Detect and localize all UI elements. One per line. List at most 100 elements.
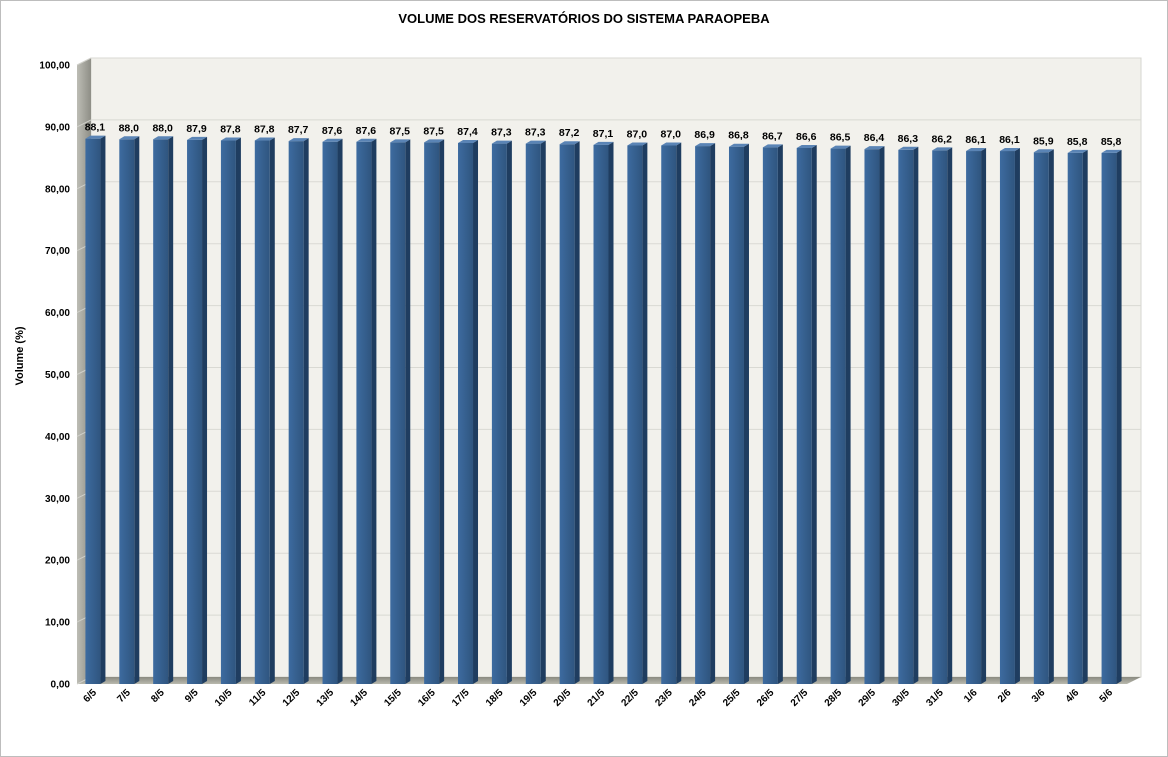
bar-front xyxy=(695,146,711,685)
x-tick-label: 13/5 xyxy=(315,687,337,709)
bar xyxy=(796,144,817,685)
bar-top xyxy=(322,138,343,142)
y-tick-label: 60,00 xyxy=(45,308,70,319)
y-tick-label: 20,00 xyxy=(45,556,70,567)
bar-data-label: 85,8 xyxy=(1101,136,1122,148)
bar-front xyxy=(830,148,846,684)
data-labels: 88,1 88,0 88,0 87,9 87,8 87,8 87,7 87,6 87,6 87,5… xyxy=(85,122,1122,148)
y-tick-label: 0,00 xyxy=(51,680,71,691)
bar-front xyxy=(322,141,338,685)
bar-front xyxy=(1101,152,1117,684)
bar-data-label: 87,6 xyxy=(322,125,343,137)
bar-data-label: 87,8 xyxy=(254,124,275,136)
x-tick-label: 18/5 xyxy=(484,687,506,709)
bar-side xyxy=(1014,148,1020,684)
bar-top xyxy=(999,148,1020,152)
bar-side xyxy=(405,139,411,684)
bar-front xyxy=(356,141,372,685)
bar-front xyxy=(119,139,135,684)
bar-side xyxy=(676,142,682,685)
bar-side xyxy=(439,139,445,684)
bar-side xyxy=(608,141,614,684)
x-axis-ticks: 6/5 7/5 8/5 9/5 10/5 11/5 12/5 13/5 14/5 15/5 16/5… xyxy=(81,687,1115,709)
y-tick-label: 10,00 xyxy=(45,618,70,629)
bar xyxy=(424,139,445,684)
bar-data-label: 87,0 xyxy=(627,128,648,140)
bar-data-label: 86,8 xyxy=(728,130,749,142)
bar-top xyxy=(830,145,851,149)
bar-data-label: 87,3 xyxy=(525,127,546,139)
bar-front xyxy=(1033,152,1049,685)
bar xyxy=(966,148,987,684)
x-tick-label: 28/5 xyxy=(823,687,845,709)
bar-front xyxy=(559,144,575,684)
bar-front xyxy=(796,147,812,685)
bar-data-label: 85,8 xyxy=(1067,136,1088,148)
bar-top xyxy=(288,138,309,142)
bar-front xyxy=(762,147,778,684)
y-axis-ticks: 0,00 10,00 20,00 30,00 40,00 50,00 60,00 70,00 8… xyxy=(39,61,70,691)
x-tick-label: 1/6 xyxy=(962,687,980,705)
bar-top xyxy=(356,138,377,142)
bar xyxy=(762,144,783,684)
bar-top xyxy=(119,136,140,140)
bar xyxy=(119,136,140,684)
bar-data-label: 87,1 xyxy=(593,128,614,140)
bar-top xyxy=(85,135,106,139)
gridline-side xyxy=(76,119,92,128)
bar-side xyxy=(100,135,106,684)
bar-top xyxy=(254,137,275,141)
bar-data-label: 88,0 xyxy=(152,122,173,134)
gridline-side xyxy=(76,57,92,66)
bar xyxy=(1033,149,1054,685)
y-tick-label: 30,00 xyxy=(45,494,70,505)
x-tick-label: 31/5 xyxy=(924,687,946,709)
bar-front xyxy=(661,145,677,685)
bars xyxy=(85,135,1122,685)
bar xyxy=(661,142,682,685)
bar-data-label: 86,1 xyxy=(965,134,986,146)
bar-top xyxy=(525,140,546,144)
bar-front xyxy=(898,149,914,685)
bar xyxy=(999,148,1020,684)
bar-top xyxy=(695,143,716,147)
bar-side xyxy=(845,145,851,684)
x-tick-label: 4/6 xyxy=(1064,687,1082,705)
bar xyxy=(898,146,919,685)
x-tick-label: 10/5 xyxy=(213,687,235,709)
bar-top xyxy=(728,143,749,147)
bar-top xyxy=(932,147,953,151)
y-tick-label: 70,00 xyxy=(45,246,70,257)
bar-data-label: 87,5 xyxy=(423,125,444,137)
bar xyxy=(1101,149,1122,684)
bar xyxy=(390,139,411,684)
bar-data-label: 87,9 xyxy=(186,123,207,135)
bar-side xyxy=(473,139,479,684)
bar-top xyxy=(898,146,919,150)
bar xyxy=(864,146,885,684)
bar-side xyxy=(168,136,174,684)
bar-side xyxy=(879,146,885,684)
bar-side xyxy=(574,141,580,684)
bar-top xyxy=(864,146,885,150)
bar-front xyxy=(525,143,541,684)
bar-front xyxy=(864,149,880,684)
bar-front xyxy=(390,142,406,684)
bar-side xyxy=(540,140,546,684)
bar-top xyxy=(187,136,208,140)
bar-top xyxy=(390,139,411,143)
bar-top xyxy=(1033,149,1054,153)
bar xyxy=(254,137,275,684)
bar xyxy=(187,136,208,685)
bar-top xyxy=(1067,149,1088,153)
x-tick-label: 14/5 xyxy=(348,687,370,709)
bar-top xyxy=(153,136,174,140)
bar-data-label: 87,5 xyxy=(390,125,411,137)
bar xyxy=(559,141,580,684)
bar-front xyxy=(220,140,236,684)
bar-data-label: 86,3 xyxy=(898,133,919,145)
bar xyxy=(220,137,241,684)
bar xyxy=(153,136,174,684)
